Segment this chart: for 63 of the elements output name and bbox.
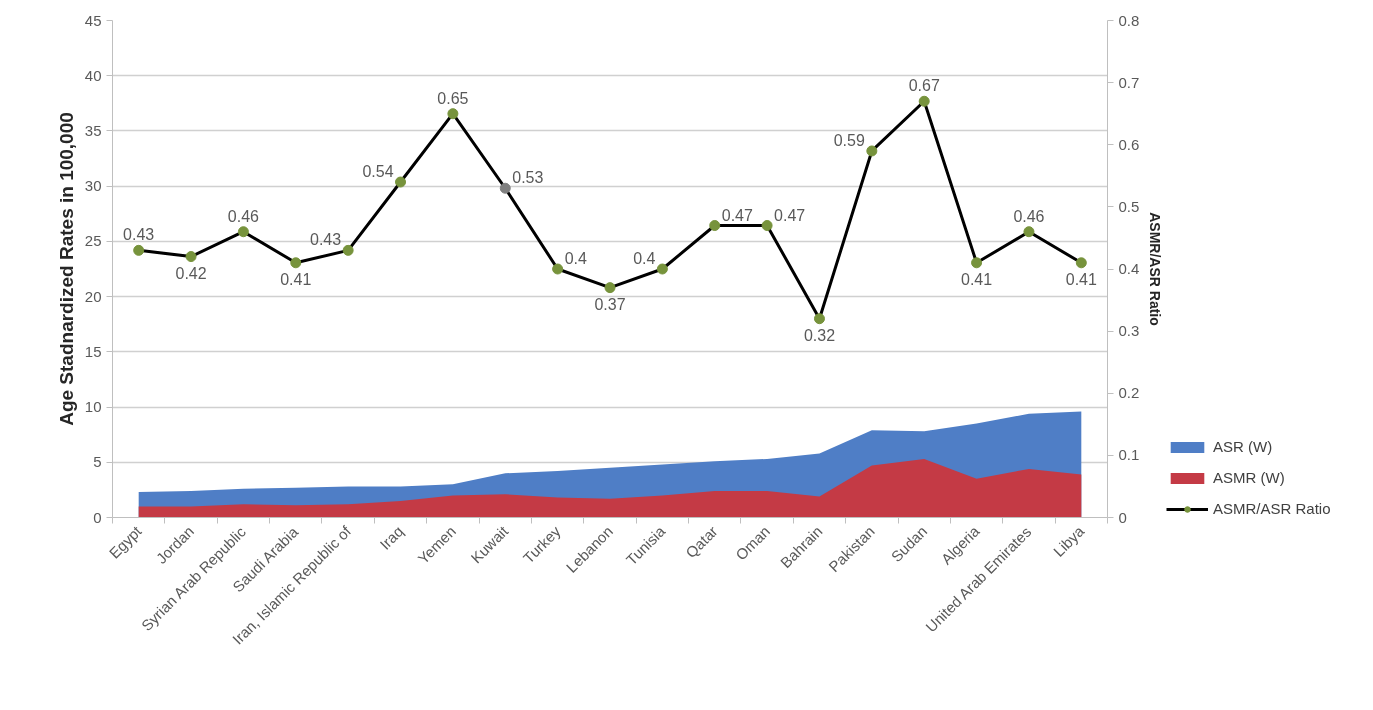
y-tick-label: 40 [84, 66, 102, 84]
data-label: 0.47 [774, 206, 806, 224]
point [866, 145, 878, 157]
y2-tick-label: 0 [1118, 508, 1127, 526]
data-label: 0.41 [1065, 270, 1097, 288]
point [813, 313, 825, 325]
data-label: 0.4 [564, 250, 587, 267]
y2-tick-label: 0.8 [1118, 11, 1140, 29]
data-label: 0.47 [721, 206, 753, 224]
data-label: 0.41 [961, 270, 993, 288]
y-tick-label: 35 [84, 121, 102, 139]
data-label: 0.37 [594, 295, 626, 313]
point [918, 95, 930, 107]
data-label: 0.42 [175, 264, 207, 282]
point [447, 108, 459, 120]
data-label: 0.67 [908, 77, 940, 95]
point [552, 263, 564, 275]
data-label: 0.54 [362, 163, 394, 181]
data-label: 0.46 [1013, 207, 1045, 225]
point [133, 244, 145, 256]
data-label: 0.53 [512, 169, 544, 187]
y-tick-label: 30 [84, 177, 102, 195]
y2-tick-label: 0.5 [1118, 197, 1140, 215]
data-label: 0.59 [833, 131, 865, 149]
point [709, 220, 721, 231]
point [290, 257, 302, 269]
point [395, 176, 407, 188]
point [761, 220, 773, 231]
y2-tick-label: 0.3 [1118, 322, 1140, 340]
data-label: 0.41 [280, 270, 312, 288]
data-label: 0.43 [310, 231, 342, 249]
point [1023, 226, 1035, 238]
point [237, 226, 249, 238]
x-tick-label: Iraq [376, 522, 407, 553]
data-label: 0.4 [633, 250, 656, 267]
data-label: 0.43 [123, 226, 155, 244]
y-tick-label: 15 [84, 342, 102, 360]
point [971, 257, 983, 269]
data-label: 0.46 [227, 207, 260, 225]
y-tick-label: 20 [84, 287, 102, 305]
legend-label: ASMR (W) [1213, 469, 1285, 486]
y-tick-label: 0 [93, 508, 102, 526]
y2-tick-label: 0.6 [1118, 135, 1140, 153]
point [604, 282, 616, 294]
y2-tick-label: 0.2 [1118, 384, 1140, 402]
y2-tick-label: 0.7 [1118, 73, 1140, 91]
y2-tick-label: 0.4 [1118, 260, 1140, 277]
point [342, 244, 354, 256]
y-tick-label: 5 [93, 453, 102, 471]
y-tick-label: 45 [84, 11, 102, 29]
legend-label: ASMR/ASR Ratio [1213, 500, 1331, 517]
y-tick-label: 10 [84, 398, 102, 416]
point [656, 263, 668, 275]
legend-label: ASR (W) [1213, 438, 1273, 455]
data-label: 0.32 [803, 326, 836, 344]
point [1075, 257, 1087, 269]
y-tick-label: 25 [84, 232, 102, 250]
point [499, 182, 511, 194]
data-label: 0.65 [437, 89, 469, 107]
y2-tick-label: 0.1 [1118, 446, 1140, 464]
y-axis-title: Age Stadnardized Rates in 100,000 [55, 112, 77, 426]
point [185, 251, 197, 263]
y2-axis-title: ASMR/ASR Ratio [1147, 212, 1164, 326]
